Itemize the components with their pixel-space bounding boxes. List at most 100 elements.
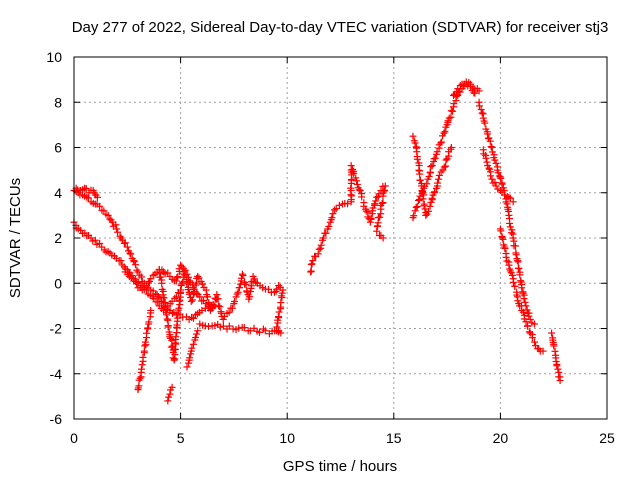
data-point <box>515 265 523 273</box>
data-point <box>278 294 286 302</box>
x-tick-label: 20 <box>493 430 509 446</box>
data-point <box>259 325 267 333</box>
data-point <box>183 363 191 371</box>
data-point <box>114 228 122 236</box>
data-point <box>548 329 556 337</box>
data-point <box>372 197 380 205</box>
data-point <box>155 266 163 274</box>
data-point <box>166 333 174 341</box>
data-point <box>130 258 138 266</box>
y-tick-label: 4 <box>54 185 62 201</box>
data-point <box>483 158 491 166</box>
data-point <box>358 193 366 201</box>
data-point <box>229 325 237 333</box>
data-point <box>171 294 179 302</box>
data-point <box>428 162 436 170</box>
data-point <box>174 273 182 281</box>
data-point <box>502 253 510 261</box>
data-point <box>526 315 534 323</box>
data-point <box>412 203 420 211</box>
data-point <box>164 397 172 405</box>
data-point <box>467 80 475 88</box>
data-point <box>497 227 505 235</box>
data-point <box>96 202 104 210</box>
data-point <box>139 353 147 361</box>
data-point <box>353 180 361 188</box>
data-point <box>484 130 492 138</box>
data-point <box>426 169 434 177</box>
data-point <box>440 129 448 137</box>
data-point <box>438 138 446 146</box>
data-point <box>160 294 168 302</box>
data-point <box>164 269 172 277</box>
data-point <box>379 192 387 200</box>
x-tick-label: 10 <box>279 430 295 446</box>
data-point <box>141 338 149 346</box>
data-point <box>325 222 333 230</box>
data-point <box>379 234 387 242</box>
x-tick-label: 15 <box>386 430 402 446</box>
y-tick-label: 6 <box>54 140 62 156</box>
y-tick-label: -4 <box>50 366 63 382</box>
data-point <box>205 299 213 307</box>
data-point <box>491 156 499 164</box>
data-point <box>506 194 514 202</box>
data-point <box>228 304 236 312</box>
grid-lines <box>74 57 607 419</box>
data-point <box>505 193 513 201</box>
data-point <box>168 309 176 317</box>
data-point <box>317 241 325 249</box>
data-point <box>162 311 170 319</box>
data-point <box>113 225 121 233</box>
data-point <box>478 109 486 117</box>
data-point <box>498 180 506 188</box>
data-point <box>520 295 528 303</box>
data-point <box>332 205 340 213</box>
data-point <box>219 322 227 330</box>
data-point <box>314 250 322 258</box>
data-point <box>528 334 536 342</box>
data-point <box>279 286 287 294</box>
data-point <box>189 340 197 348</box>
data-point <box>158 279 166 287</box>
data-point <box>494 169 502 177</box>
data-point <box>193 330 201 338</box>
data-point <box>127 250 135 258</box>
data-point <box>308 260 316 268</box>
data-point <box>506 219 514 227</box>
data-point <box>505 261 513 269</box>
data-point <box>513 257 521 265</box>
data-point <box>435 175 443 183</box>
data-point <box>556 377 564 385</box>
data-point <box>322 229 330 237</box>
data-point <box>553 362 561 370</box>
data-point <box>511 242 519 250</box>
data-point <box>421 205 429 213</box>
data-point <box>409 132 417 140</box>
data-point <box>214 295 222 303</box>
data-point <box>209 300 217 308</box>
data-point <box>419 195 427 203</box>
data-point <box>307 260 315 268</box>
data-point <box>194 327 202 335</box>
data-point <box>82 184 90 192</box>
data-point <box>172 333 180 341</box>
data-point <box>442 162 450 170</box>
data-point <box>93 193 101 201</box>
data-point <box>140 286 148 294</box>
y-tick-label: 2 <box>54 230 62 246</box>
y-tick-label: 10 <box>46 49 62 65</box>
data-point <box>525 312 533 320</box>
data-point <box>475 102 483 110</box>
data-point <box>307 267 315 275</box>
data-point <box>335 201 343 209</box>
data-point <box>203 293 211 301</box>
data-point <box>208 304 216 312</box>
data-point <box>416 176 424 184</box>
data-point <box>539 347 547 355</box>
data-point <box>274 319 282 327</box>
data-point <box>479 114 487 122</box>
data-point <box>194 272 202 280</box>
y-tick-label: -2 <box>50 321 63 337</box>
